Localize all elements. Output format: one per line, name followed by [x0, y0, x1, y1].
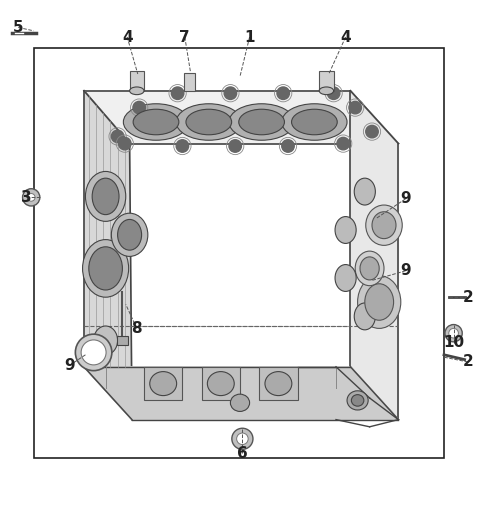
- Ellipse shape: [372, 212, 396, 239]
- Bar: [34, 48, 444, 458]
- Ellipse shape: [207, 371, 234, 396]
- Ellipse shape: [358, 276, 401, 328]
- Circle shape: [171, 87, 184, 100]
- Ellipse shape: [291, 109, 337, 135]
- Circle shape: [349, 102, 361, 114]
- Text: 9: 9: [400, 263, 411, 278]
- Bar: [184, 73, 195, 91]
- Ellipse shape: [366, 205, 402, 245]
- Bar: [319, 71, 334, 91]
- Ellipse shape: [354, 303, 375, 330]
- Circle shape: [176, 140, 189, 152]
- Text: 6: 6: [237, 446, 248, 461]
- Ellipse shape: [449, 328, 458, 338]
- Text: 9: 9: [64, 358, 75, 373]
- Ellipse shape: [319, 87, 334, 94]
- Circle shape: [133, 102, 145, 114]
- Circle shape: [327, 87, 340, 100]
- Bar: [202, 367, 240, 400]
- Ellipse shape: [27, 194, 35, 201]
- Bar: [144, 367, 182, 400]
- Ellipse shape: [230, 394, 250, 411]
- Circle shape: [111, 130, 124, 143]
- Ellipse shape: [335, 216, 356, 243]
- Ellipse shape: [282, 104, 347, 140]
- Ellipse shape: [94, 326, 118, 355]
- Text: 4: 4: [340, 29, 351, 45]
- Ellipse shape: [23, 188, 40, 206]
- Text: 7: 7: [180, 29, 190, 45]
- Text: 2: 2: [463, 355, 473, 369]
- Ellipse shape: [75, 334, 112, 371]
- Ellipse shape: [89, 247, 122, 290]
- Ellipse shape: [355, 251, 384, 285]
- Ellipse shape: [265, 371, 292, 396]
- Ellipse shape: [83, 240, 129, 297]
- Text: 2: 2: [463, 290, 473, 305]
- Circle shape: [224, 87, 237, 100]
- Polygon shape: [84, 367, 398, 420]
- Text: 5: 5: [13, 20, 24, 35]
- Text: 9: 9: [400, 192, 411, 206]
- Bar: [117, 336, 128, 345]
- Ellipse shape: [239, 109, 285, 135]
- Ellipse shape: [360, 257, 379, 280]
- Ellipse shape: [92, 178, 119, 215]
- Ellipse shape: [130, 87, 144, 94]
- Bar: [259, 367, 298, 400]
- Text: 1: 1: [244, 29, 255, 45]
- Ellipse shape: [229, 104, 294, 140]
- Ellipse shape: [354, 178, 375, 205]
- Ellipse shape: [176, 104, 241, 140]
- Polygon shape: [84, 91, 398, 144]
- Ellipse shape: [347, 391, 368, 410]
- Circle shape: [366, 125, 378, 138]
- Circle shape: [282, 140, 294, 152]
- Ellipse shape: [118, 219, 142, 250]
- Bar: [130, 71, 144, 91]
- Circle shape: [277, 87, 289, 100]
- Circle shape: [337, 137, 349, 150]
- Ellipse shape: [365, 284, 394, 320]
- Ellipse shape: [237, 433, 248, 444]
- Ellipse shape: [445, 325, 462, 342]
- Ellipse shape: [111, 213, 148, 257]
- Ellipse shape: [232, 428, 253, 450]
- Circle shape: [229, 140, 241, 152]
- Text: 10: 10: [443, 335, 464, 351]
- Text: 4: 4: [122, 29, 132, 45]
- Polygon shape: [350, 91, 398, 420]
- Ellipse shape: [335, 265, 356, 292]
- Ellipse shape: [85, 171, 126, 221]
- Ellipse shape: [351, 395, 364, 406]
- Text: 3: 3: [21, 190, 32, 205]
- Polygon shape: [84, 91, 132, 420]
- Ellipse shape: [81, 340, 106, 365]
- Circle shape: [119, 137, 131, 150]
- Ellipse shape: [150, 371, 177, 396]
- Ellipse shape: [123, 104, 189, 140]
- Ellipse shape: [186, 109, 232, 135]
- Text: 8: 8: [132, 321, 142, 336]
- Ellipse shape: [133, 109, 179, 135]
